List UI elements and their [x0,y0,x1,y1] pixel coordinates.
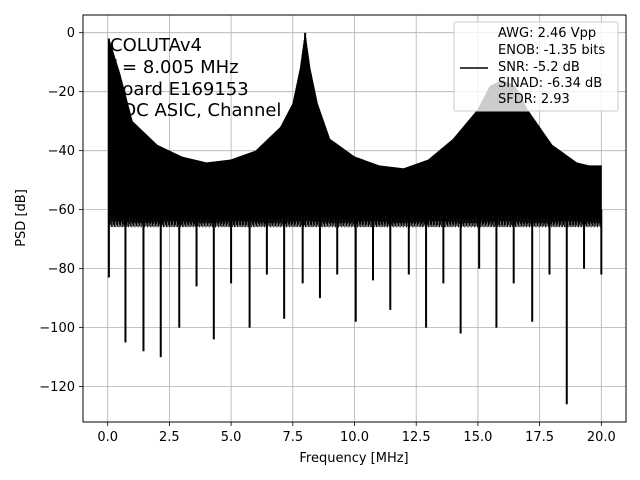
annotation-line-2: f = 8.005 MHz [110,57,239,78]
axis-ticks: 0.0 2.5 5.0 7.5 10.0 12.5 15.0 17.5 20.0 0 −20 −40 −… [39,26,616,445]
legend-line-1: AWG: 2.46 Vpp [498,26,596,41]
annotation-line-3: Board E169153 [110,79,249,100]
annotation-line-1: COLUTAv4 [110,35,202,56]
spectrum-trace [107,32,603,405]
x-tick-label: 15.0 [463,430,492,445]
annotation-block: COLUTAv4 f = 8.005 MHz Board E169153 ADC… [110,35,281,121]
legend-line-3: SNR: -5.2 dB [498,60,580,75]
legend-box [453,21,619,112]
x-tick-label: 2.5 [159,430,180,445]
x-tick-label: 7.5 [282,430,303,445]
spectrum-band [108,32,602,228]
y-tick-label: −100 [39,321,75,336]
x-tick-label: 17.5 [525,430,554,445]
x-tick-label: 12.5 [402,430,431,445]
legend-line-2: ENOB: -1.35 bits [498,43,605,58]
y-tick-label: −80 [48,262,75,277]
y-tick-label: −20 [48,85,75,100]
annotation-line-4: ADC ASIC, Channel [110,100,281,121]
plot-frame [82,14,627,423]
y-tick-label: 0 [67,26,75,41]
legend: AWG: 2.46 Vpp ENOB: -1.35 bits SNR: -5.2… [453,21,619,112]
x-axis-label: Frequency [MHz] [299,451,408,466]
legend-line-4: SINAD: -6.34 dB [498,76,602,91]
x-tick-label: 5.0 [221,430,242,445]
y-tick-label: −120 [39,380,75,395]
y-axis-label: PSD [dB] [14,189,29,247]
x-tick-label: 0.0 [97,430,118,445]
y-tick-label: −60 [48,203,75,218]
x-tick-label: 10.0 [340,430,369,445]
x-tick-label: 20.0 [587,430,616,445]
legend-line-5: SFDR: 2.93 [498,92,570,107]
y-tick-label: −40 [48,144,75,159]
